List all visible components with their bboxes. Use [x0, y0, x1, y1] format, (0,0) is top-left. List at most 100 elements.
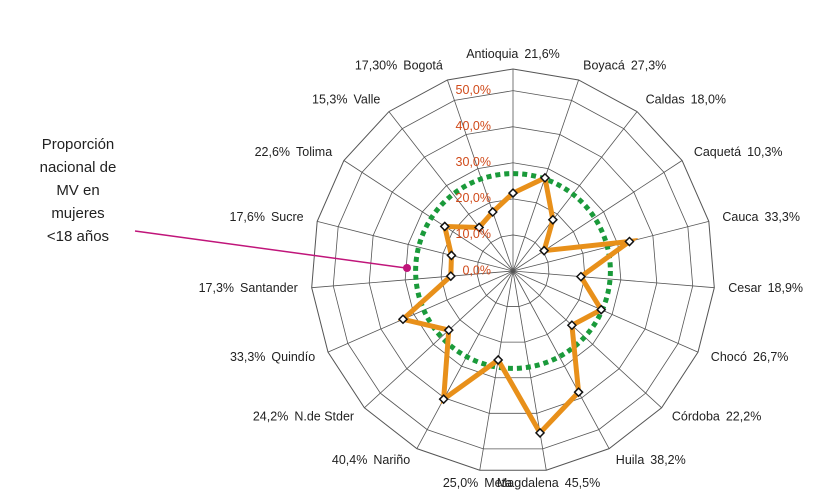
category-label: 22,6% Tolima [255, 145, 333, 159]
category-name: Valle [353, 93, 380, 107]
spoke [447, 79, 514, 272]
category-label: Chocó 26,7% [711, 350, 789, 364]
annotation-text: MV en [56, 182, 99, 199]
grid-line [332, 90, 694, 450]
y-tick-label: 10,0% [456, 227, 491, 241]
category-name: Cauca [722, 210, 758, 224]
spoke [512, 270, 715, 289]
category-label: 17,3% Santander [199, 281, 298, 295]
category-label: Cauca 33,3% [722, 210, 800, 224]
value-label: 27,3% [631, 59, 666, 73]
category-label: Caquetá 10,3% [694, 145, 783, 159]
spoke [512, 270, 662, 409]
data-point [446, 250, 457, 261]
data-point [534, 427, 546, 438]
y-tick-label: 50,0% [456, 83, 491, 97]
category-name: Caldas [646, 93, 685, 107]
y-tick-label: 20,0% [456, 191, 491, 205]
value-label: 18,9% [768, 281, 803, 295]
y-tick-label: 30,0% [456, 155, 491, 169]
category-label: Huila 38,2% [616, 453, 686, 467]
value-label: 22,2% [726, 410, 761, 424]
category-name: Caquetá [694, 145, 741, 159]
category-label: Córdoba 22,2% [672, 410, 761, 424]
spoke [512, 270, 610, 449]
outer-ring [311, 68, 715, 471]
grid-line [440, 198, 586, 343]
category-label: Antioquia 21,6% [466, 47, 560, 61]
value-label: 21,6% [524, 47, 559, 61]
category-name: Chocó [711, 350, 747, 364]
category-name: Boyacá [583, 59, 625, 73]
value-label: 38,2% [650, 453, 685, 467]
data-point [575, 271, 587, 282]
spoke [479, 270, 514, 471]
category-name: Nariño [373, 453, 410, 467]
category-name: Cesar [728, 281, 761, 295]
data-point [573, 387, 584, 398]
data-point [539, 172, 551, 183]
category-label: 15,3% Valle [312, 93, 380, 107]
data-area [397, 174, 639, 438]
reference-circle [413, 171, 613, 371]
category-name: Bogotá [403, 59, 443, 73]
data-point [474, 222, 485, 233]
spoke [327, 270, 514, 353]
spoke [317, 221, 514, 272]
value-label: 17,3% [199, 281, 234, 295]
data-point [547, 214, 558, 225]
value-label: 18,0% [691, 93, 726, 107]
spoke [512, 160, 683, 272]
spoke [512, 270, 699, 353]
category-label: 40,4% Nariño [332, 453, 410, 467]
category-label: 17,6% Sucre [230, 210, 304, 224]
spoke [311, 270, 514, 289]
value-label: 33,3% [765, 210, 800, 224]
data-point [443, 325, 454, 336]
category-label: Magdalena 45,5% [497, 476, 600, 490]
data-point [439, 221, 450, 232]
annotation-text: Proporción [42, 136, 115, 153]
data-point [596, 304, 607, 315]
category-name: Quindío [271, 350, 315, 364]
grid-line [404, 162, 622, 379]
spoke [388, 111, 514, 272]
data-point [507, 188, 519, 199]
value-label: 17,30% [355, 59, 397, 73]
value-label: 24,2% [253, 410, 288, 424]
value-label: 22,6% [255, 145, 290, 159]
value-label: 40,4% [332, 453, 367, 467]
category-name: Antioquia [466, 47, 518, 61]
grid-line [368, 126, 658, 414]
annotation-dot [403, 264, 411, 272]
value-label: 25,0% [443, 476, 478, 490]
annotation-arrow [134, 230, 407, 269]
category-label: 25,0% Meta [443, 476, 512, 490]
category-label: 24,2% N.de Stder [253, 410, 354, 424]
value-label: 17,6% [230, 210, 265, 224]
category-label: 17,30% Bogotá [355, 59, 443, 73]
spoke [512, 221, 709, 272]
category-name: Magdalena [497, 476, 559, 490]
data-point [493, 354, 504, 366]
spoke [364, 270, 514, 409]
category-name: Tolima [296, 145, 332, 159]
category-label: Boyacá 27,3% [583, 59, 666, 73]
value-label: 33,3% [230, 350, 265, 364]
data-point [438, 394, 449, 405]
data-point [487, 206, 498, 218]
y-tick-label: 0,0% [463, 263, 492, 277]
data-point [397, 314, 409, 325]
category-label: Cesar 18,9% [728, 281, 803, 295]
category-name: Córdoba [672, 410, 720, 424]
category-label: 33,3% Quindío [230, 350, 315, 364]
value-label: 26,7% [753, 350, 788, 364]
value-label: 15,3% [312, 93, 347, 107]
data-point [566, 320, 577, 331]
data-point [624, 236, 635, 247]
value-label: 10,3% [747, 145, 782, 159]
spoke [512, 111, 638, 272]
data-point [539, 245, 550, 256]
annotation-text: <18 años [47, 228, 109, 245]
